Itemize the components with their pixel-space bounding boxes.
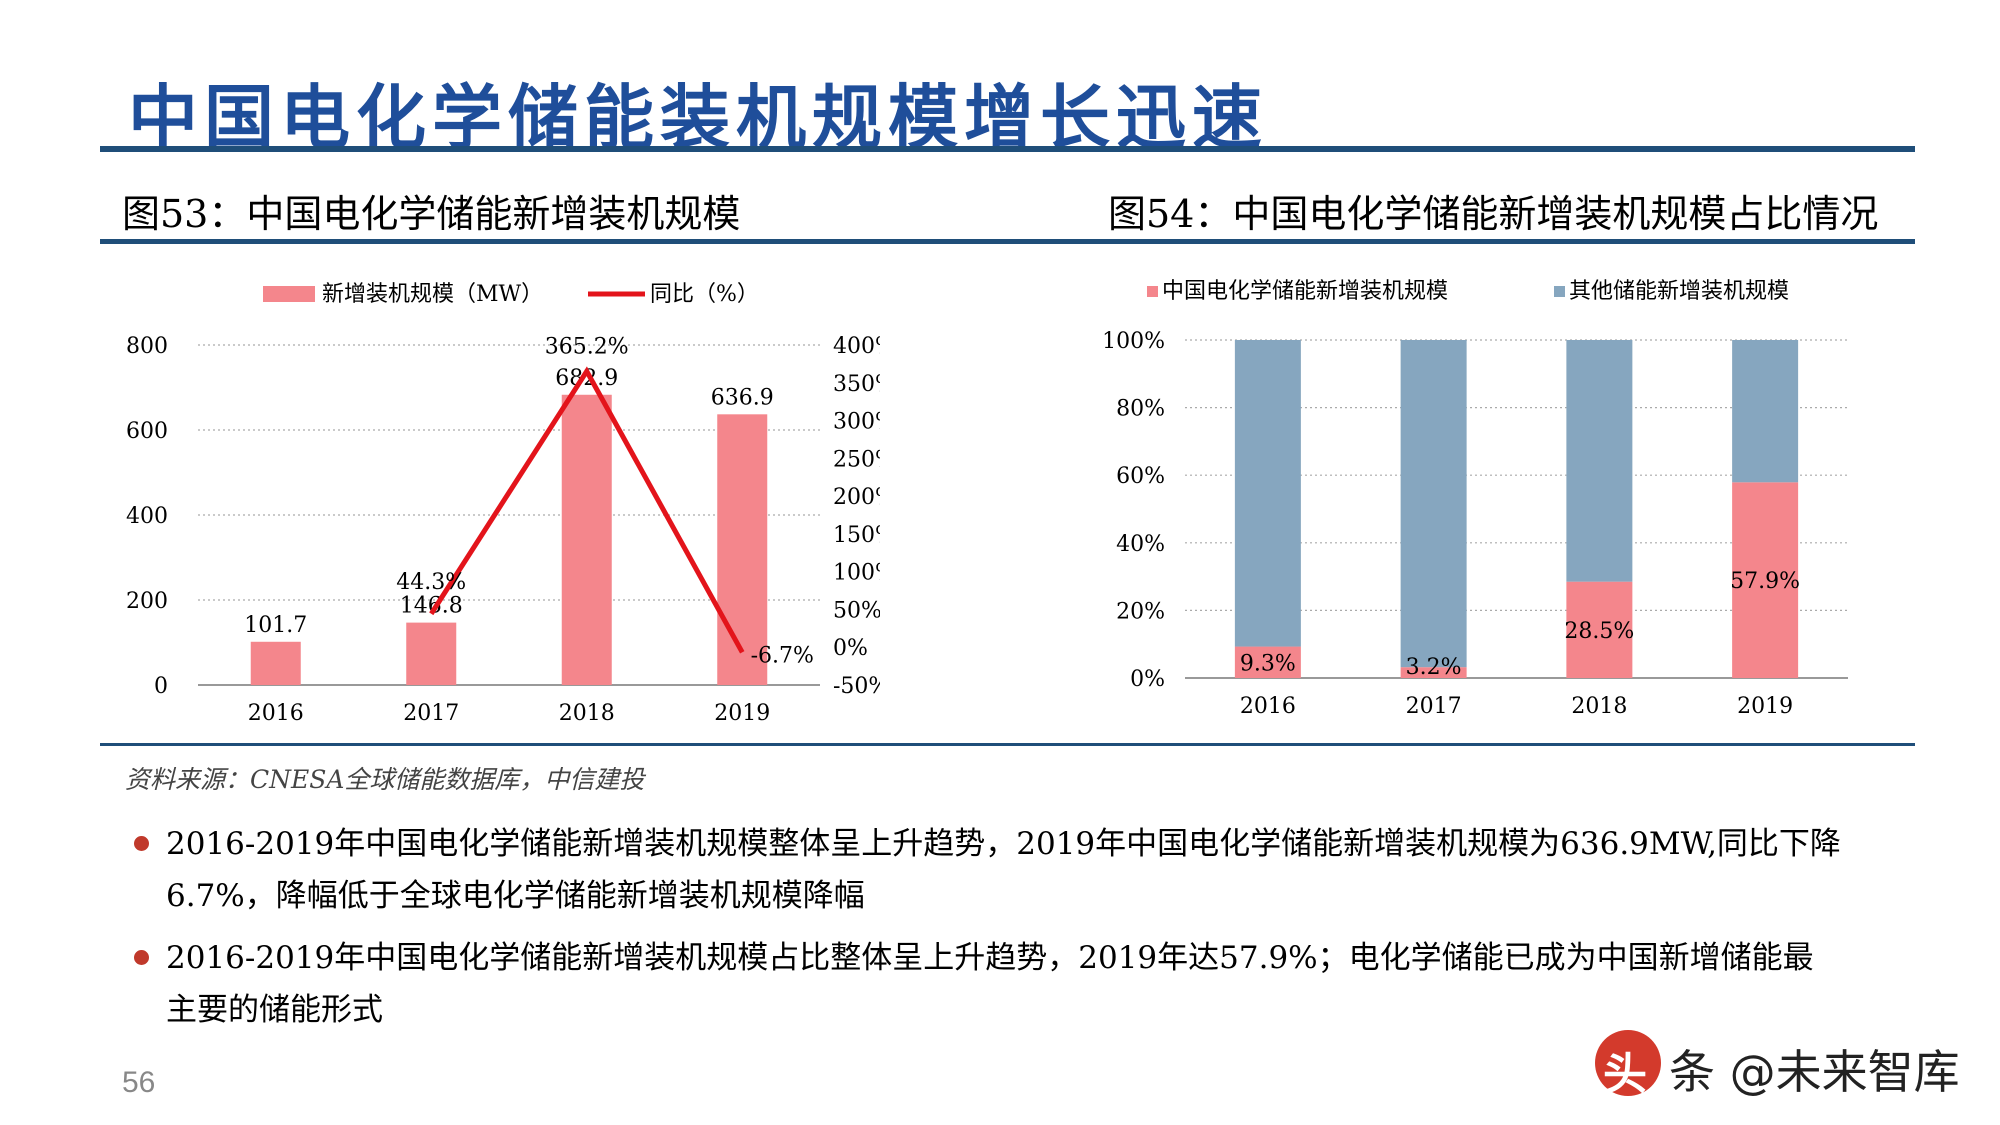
title-rule — [100, 146, 1915, 152]
line-value-label: -6.7% — [751, 643, 814, 668]
watermark-text: 条 @未来智库 — [1669, 1045, 1960, 1099]
y2-tick-label: -50% — [833, 674, 880, 699]
y2-tick-label: 50% — [833, 598, 880, 623]
chart-fig54: 0% 20% 40% 60% 80% 100% 9.3% 2016 3.2% 2017 28.5% 2… — [1102, 279, 1848, 719]
y2-tick-label: 200% — [833, 485, 880, 510]
y-tick-label: 0 — [154, 674, 168, 699]
y-tick-label: 40% — [1116, 532, 1165, 557]
y2-tick-label: 0% — [833, 636, 868, 661]
fig53-title: 图53：中国电化学储能新增装机规模 — [122, 192, 741, 236]
x-tick-label: 2016 — [1240, 694, 1296, 719]
bar-segment-china — [1400, 667, 1467, 678]
x-tick-label: 2018 — [1571, 694, 1627, 719]
y2-tick-label: 100% — [833, 561, 880, 586]
watermark-logo-icon: 头 — [1595, 1030, 1661, 1100]
bar-segment-china — [1732, 482, 1799, 678]
bar-value-label: 636.9 — [711, 385, 774, 410]
page-number: 56 — [122, 1066, 156, 1099]
legend-label-china: 中国电化学储能新增装机规模 — [1162, 279, 1448, 304]
legend-swatch-bar — [263, 286, 315, 302]
y-tick-label: 0% — [1130, 667, 1165, 692]
fig54-title: 图54：中国电化学储能新增装机规模占比情况 — [1108, 192, 1879, 236]
bullet-dot-2 — [134, 950, 149, 965]
bar — [250, 641, 301, 685]
y2-tick-label: 300% — [833, 410, 880, 435]
y-tick-label: 200 — [126, 589, 168, 614]
bar-value-label: 28.5% — [1564, 619, 1634, 644]
y-tick-label: 600 — [126, 419, 168, 444]
series-line-yoy — [429, 366, 745, 654]
bar — [406, 622, 457, 685]
legend-label-line: 同比（%） — [650, 282, 759, 307]
legend-label-other: 其他储能新增装机规模 — [1569, 279, 1789, 304]
bullet-2-line1: 2016-2019年中国电化学储能新增装机规模占比整体呈上升趋势，2019年达5… — [166, 940, 1814, 976]
bullet-1: 2016-2019年中国电化学储能新增装机规模整体呈上升趋势，2019年中国电化… — [166, 818, 1946, 922]
y-tick-label: 400 — [126, 504, 168, 529]
y2-tick-label: 400% — [833, 334, 880, 359]
bar-segment-other — [1566, 340, 1633, 582]
bar-segment-other — [1732, 340, 1799, 483]
legend-label-bar: 新增装机规模（MW） — [322, 282, 543, 307]
bullet-dot-1 — [134, 836, 149, 851]
bar-segment-other — [1400, 340, 1467, 668]
page-title: 中国电化学储能装机规模增长迅速 — [128, 77, 1268, 159]
x-tick-label: 2017 — [1406, 694, 1462, 719]
y2-tick-label: 150% — [833, 523, 880, 548]
x-tick-label: 2016 — [248, 701, 304, 726]
watermark-logo-char: 头 — [1603, 1049, 1647, 1100]
line-value-label: 44.3% — [396, 570, 466, 595]
line-value-label: 365.2% — [545, 334, 629, 359]
bullet-2: 2016-2019年中国电化学储能新增装机规模占比整体呈上升趋势，2019年达5… — [166, 932, 1946, 1036]
bar-value-label: 9.3% — [1240, 651, 1296, 676]
bullet-1-line1: 2016-2019年中国电化学储能新增装机规模整体呈上升趋势，2019年中国电化… — [166, 826, 1841, 862]
bottom-rule — [100, 743, 1915, 746]
bar-segment-china — [1234, 646, 1301, 678]
bar-value-label: 146.8 — [400, 594, 463, 619]
bar — [717, 414, 768, 685]
bullet-1-line2: 6.7%，降幅低于全球电化学储能新增装机规模降幅 — [166, 878, 865, 914]
figure-title-rule — [100, 239, 1915, 244]
x-tick-label: 2017 — [403, 701, 459, 726]
legend-swatch-china — [1147, 286, 1158, 297]
watermark: 头 条 @未来智库 — [1595, 1030, 1990, 1100]
legend-swatch-other — [1554, 286, 1565, 297]
y-tick-label: 80% — [1116, 397, 1165, 422]
chart-fig53: 0 200 400 600 800 -50% 0% 50% 100% 150% 200% 250% 30… — [126, 282, 880, 726]
y-tick-label: 60% — [1116, 464, 1165, 489]
bar-value-label: 101.7 — [244, 613, 307, 638]
bar-segment-other — [1234, 340, 1301, 647]
y-tick-label: 100% — [1102, 329, 1165, 354]
x-tick-label: 2019 — [1737, 694, 1793, 719]
y-tick-label: 20% — [1116, 599, 1165, 624]
y-tick-label: 800 — [126, 334, 168, 359]
x-tick-label: 2018 — [559, 701, 615, 726]
bar-value-label: 3.2% — [1406, 655, 1462, 680]
x-tick-label: 2019 — [714, 701, 770, 726]
bar-value-label: 57.9% — [1730, 569, 1800, 594]
bar-segment-china — [1566, 581, 1633, 678]
y2-tick-label: 350% — [833, 372, 880, 397]
source-note: 资料来源：CNESA全球储能数据库，中信建投 — [125, 765, 645, 794]
y2-tick-label: 250% — [833, 447, 880, 472]
bar — [561, 394, 612, 685]
bullet-2-line2: 主要的储能形式 — [166, 992, 383, 1028]
